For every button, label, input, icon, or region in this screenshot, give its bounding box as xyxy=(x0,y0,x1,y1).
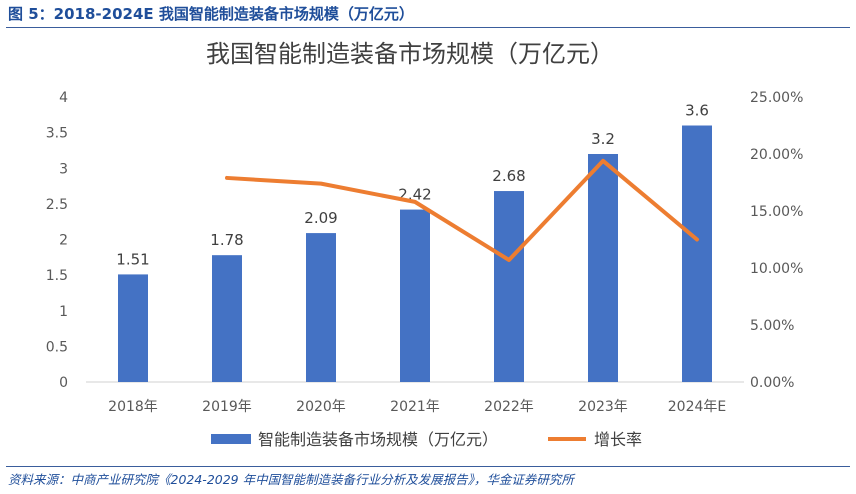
bar xyxy=(494,191,524,382)
bar xyxy=(682,125,712,382)
left-axis-ticks: 0 0.5 1 1.5 2 2.5 3 3.5 4 xyxy=(46,90,68,391)
bar-series xyxy=(118,125,712,382)
left-tick-label: 1 xyxy=(59,304,68,320)
x-tick-label: 2024年E xyxy=(668,399,726,415)
bar-data-labels: 1.511.782.092.422.683.23.6 xyxy=(116,102,709,269)
right-tick-label: 0.00% xyxy=(750,375,794,391)
bar-data-label: 3.2 xyxy=(591,130,615,148)
growth-line-series xyxy=(225,158,699,263)
source-divider xyxy=(6,466,850,467)
legend-label-market-size: 智能制造装备市场规模（万亿元） xyxy=(258,430,498,449)
figure-caption: 图 5：2018-2024E 我国智能制造装备市场规模（万亿元） xyxy=(8,5,414,23)
right-tick-label: 5.00% xyxy=(750,318,794,334)
market-size-chart: 我国智能制造装备市场规模（万亿元） 0 0.5 1 1.5 2 2.5 3 3.5 4 0.00… xyxy=(46,40,804,449)
left-tick-label: 2.5 xyxy=(46,197,68,213)
right-tick-label: 25.00% xyxy=(750,90,803,106)
bar-data-label: 2.09 xyxy=(304,209,337,227)
bar-data-label: 1.78 xyxy=(210,231,243,249)
left-tick-label: 3 xyxy=(59,161,68,177)
bar-data-label: 1.51 xyxy=(116,250,149,268)
x-tick-label: 2022年 xyxy=(484,399,534,415)
chart-frame: 我国智能制造装备市场规模（万亿元） 0 0.5 1 1.5 2 2.5 3 3.5 4 0.00… xyxy=(36,30,856,463)
x-tick-label: 2018年 xyxy=(108,399,158,415)
right-tick-label: 15.00% xyxy=(750,204,803,220)
left-tick-label: 0.5 xyxy=(46,339,68,355)
caption-divider xyxy=(6,27,850,28)
legend-label-growth: 增长率 xyxy=(594,430,642,449)
right-tick-label: 20.00% xyxy=(750,147,803,163)
bar-data-label: 2.68 xyxy=(492,167,525,185)
left-tick-label: 1.5 xyxy=(46,268,68,284)
x-tick-label: 2020年 xyxy=(296,399,346,415)
x-tick-label: 2021年 xyxy=(390,399,440,415)
left-tick-label: 0 xyxy=(59,375,68,391)
bar-data-label: 3.6 xyxy=(685,102,709,120)
legend-swatch-market-size xyxy=(211,434,251,444)
chart-title: 我国智能制造装备市场规模（万亿元） xyxy=(206,40,614,68)
x-tick-label: 2023年 xyxy=(578,399,628,415)
x-axis-labels: 2018年 2019年 2020年 2021年 2022年 2023年 2024年E xyxy=(108,399,726,415)
left-tick-label: 4 xyxy=(59,90,68,106)
source-note: 资料来源：中商产业研究院《2024-2029 年中国智能制造装备行业分析及发展报… xyxy=(8,472,574,487)
bar xyxy=(588,154,618,382)
x-tick-label: 2019年 xyxy=(202,399,252,415)
left-tick-label: 3.5 xyxy=(46,126,68,142)
left-tick-label: 2 xyxy=(59,233,68,249)
bar xyxy=(306,233,336,382)
right-axis-ticks: 0.00% 5.00% 10.00% 15.00% 20.00% 25.00% xyxy=(750,90,803,391)
bar xyxy=(118,274,148,382)
growth-line xyxy=(225,158,699,263)
bar xyxy=(212,255,242,382)
chart-legend: 智能制造装备市场规模（万亿元） 增长率 xyxy=(211,430,642,449)
right-tick-label: 10.00% xyxy=(750,261,803,277)
bar xyxy=(400,209,430,382)
